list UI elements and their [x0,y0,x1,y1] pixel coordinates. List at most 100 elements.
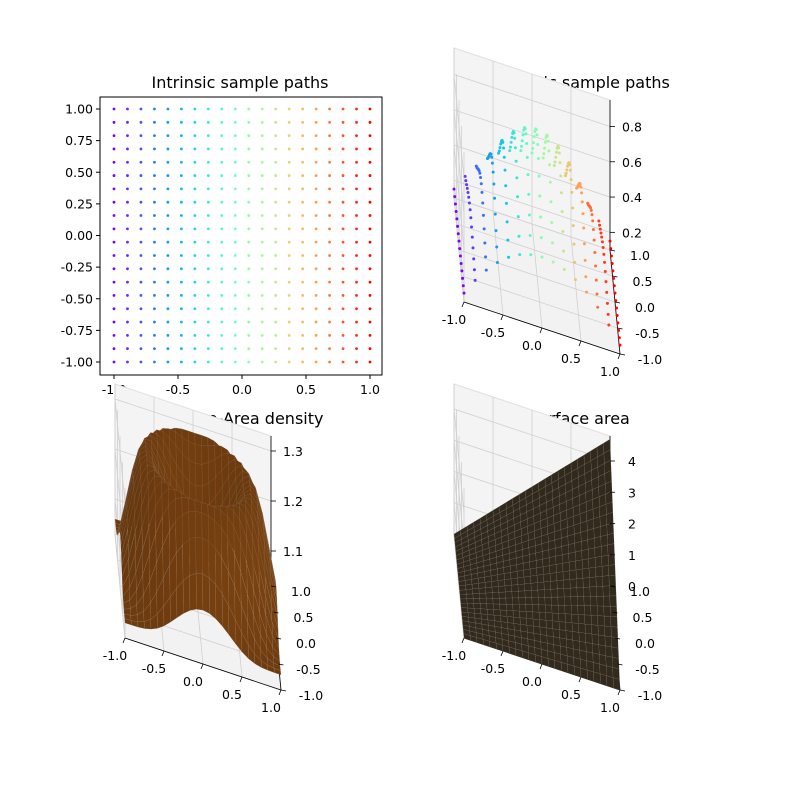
data-point [598,223,602,227]
data-point [510,135,514,139]
z-tick-label: 0.8 [622,119,642,134]
surface-patch [592,652,600,665]
surface-patch [588,557,596,569]
data-point [206,200,210,204]
surface-patch [465,588,473,595]
surface-patch [575,559,583,571]
surface-patch [194,499,202,513]
data-point [206,134,210,138]
data-point [233,320,237,324]
data-point [582,242,586,246]
data-point [260,120,264,124]
data-point [139,360,143,364]
data-point [521,133,525,137]
data-point [301,267,305,271]
surface-patch [189,537,197,576]
surface-patch [566,638,574,650]
surface-patch [611,636,619,649]
surface-patch [512,597,520,605]
data-point [566,164,570,168]
surface-patch [525,611,534,620]
data-point [472,268,476,272]
surface-patch [559,637,567,648]
surface [114,427,282,676]
surface-patch [604,635,612,648]
surface-patch [598,634,606,647]
data-point [179,307,183,311]
data-point [368,294,372,297]
data-point [179,174,183,177]
data-point [193,227,197,231]
data-point [193,294,197,297]
data-point [552,164,556,168]
data-point [617,328,621,332]
data-point [497,149,501,153]
data-point [153,147,156,151]
data-point [139,347,143,351]
data-point [368,134,372,138]
surface-patch [590,615,599,626]
data-point [233,134,237,138]
surface-patch [545,604,553,614]
surface-patch [194,444,203,465]
data-point [260,227,264,231]
data-point [112,120,116,124]
data-point [516,195,520,199]
surface-patch [578,623,586,634]
surface-patch [597,605,605,617]
data-point [220,214,224,217]
data-point [112,200,116,204]
surface-patch [606,512,614,525]
surface-patch [594,536,602,549]
surface-patch [583,586,591,597]
surface-patch [518,590,526,598]
data-point [545,134,549,138]
data-point [179,333,183,337]
surface-patch [195,537,203,575]
surface-area-chart: Surface area -1.0-0.50.00.51.0-1.0-0.50.… [442,383,662,715]
data-point [314,120,318,124]
data-point [481,201,485,205]
data-point [368,360,372,364]
z-tick-label: 1.3 [283,444,303,459]
data-point [554,150,558,154]
data-point [355,267,358,271]
surface-patch [591,624,599,636]
data-point [193,174,197,177]
data-point [328,107,331,111]
z-tick-label: 1 [628,548,636,563]
surface-patch [552,628,560,639]
data-point [153,320,156,324]
surface-patch [611,646,619,659]
surface-patch [597,615,605,627]
x-tick-label: 0.5 [222,687,242,702]
data-point [220,267,224,271]
data-point [473,278,477,282]
data-point [491,170,495,174]
data-point [341,254,345,257]
surface-patch [510,564,518,573]
x-tick-label: -0.5 [481,325,505,340]
surface-patch [549,564,557,574]
data-point [589,206,593,210]
data-point [568,163,572,167]
data-point [179,134,183,138]
y-tick-label: -0.50 [61,291,93,306]
data-point [274,360,278,364]
data-point [463,174,467,178]
data-point [341,134,345,138]
surface-patch [532,604,540,613]
data-point [456,232,460,236]
data-point [524,132,528,136]
data-point [355,280,358,284]
data-point [112,174,116,177]
data-point [247,174,251,177]
data-point [179,240,183,244]
x-tick-label: -1.0 [442,648,466,663]
surface-patch [479,598,487,604]
data-point [368,187,372,191]
data-point [112,320,116,324]
surface-patch [552,620,560,630]
surface-patch [588,547,596,559]
